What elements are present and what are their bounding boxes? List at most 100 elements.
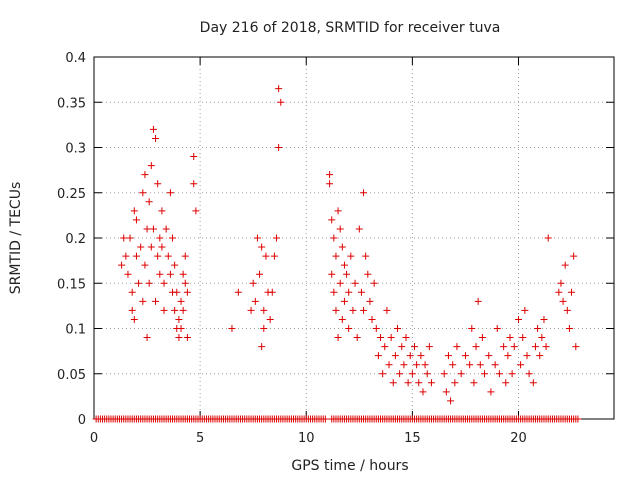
data-point <box>171 261 179 269</box>
data-point <box>173 288 181 296</box>
data-point <box>249 279 257 287</box>
data-point <box>260 306 268 314</box>
data-point <box>470 379 478 387</box>
data-point <box>345 288 353 296</box>
data-point <box>368 315 376 323</box>
data-point <box>124 270 132 278</box>
data-point <box>440 370 448 378</box>
data-point <box>338 243 346 251</box>
data-point <box>122 252 130 260</box>
data-point <box>326 171 334 179</box>
data-point <box>444 352 452 360</box>
data-point <box>451 379 459 387</box>
data-point <box>139 297 147 305</box>
y-tick-label: 0.25 <box>57 187 86 202</box>
data-point <box>262 252 270 260</box>
data-point <box>268 288 276 296</box>
data-point <box>360 306 368 314</box>
data-point <box>128 306 136 314</box>
data-point <box>258 243 266 251</box>
data-point <box>164 252 172 260</box>
data-point <box>260 325 268 332</box>
data-point <box>374 352 382 360</box>
data-point <box>158 207 166 215</box>
data-point <box>338 315 346 323</box>
data-point <box>508 370 516 378</box>
data-point <box>270 252 278 260</box>
data-point <box>179 306 187 314</box>
data-point <box>391 352 399 360</box>
data-point <box>495 370 503 378</box>
data-point <box>326 180 334 188</box>
y-tick-label: 0 <box>78 413 86 428</box>
data-point <box>557 279 565 287</box>
data-point <box>166 270 174 278</box>
data-point <box>343 270 351 278</box>
data-point <box>275 144 283 151</box>
data-point <box>336 225 344 233</box>
data-point <box>181 252 189 260</box>
data-point <box>570 252 578 260</box>
data-point <box>383 306 391 314</box>
data-point <box>275 85 283 93</box>
data-point <box>555 288 563 296</box>
data-point <box>423 370 431 378</box>
data-point <box>334 334 342 342</box>
data-point <box>130 315 138 323</box>
data-point <box>385 361 393 369</box>
data-point <box>330 234 338 242</box>
data-point <box>132 252 140 260</box>
y-tick-label: 0.4 <box>65 51 86 66</box>
data-point <box>561 261 569 269</box>
data-point <box>152 297 160 305</box>
data-point <box>247 306 255 314</box>
data-point <box>160 279 168 287</box>
data-point <box>381 343 389 351</box>
data-point <box>362 252 370 260</box>
data-point <box>510 343 518 351</box>
data-point <box>258 343 266 351</box>
data-point <box>468 325 476 332</box>
data-points <box>92 85 582 423</box>
data-point <box>141 171 149 179</box>
data-point <box>402 334 410 342</box>
data-point <box>491 361 499 369</box>
data-point <box>330 288 338 296</box>
data-point <box>421 361 429 369</box>
data-point <box>442 388 450 396</box>
data-point <box>540 315 548 323</box>
data-point <box>523 352 531 360</box>
data-point <box>349 306 357 314</box>
data-point <box>152 134 160 142</box>
data-point <box>410 343 418 351</box>
data-point <box>130 207 138 215</box>
data-point <box>149 225 157 233</box>
data-point <box>183 288 191 296</box>
data-point <box>396 370 404 378</box>
data-point <box>328 216 336 224</box>
data-point <box>143 225 151 233</box>
data-point <box>504 352 512 360</box>
data-point <box>166 189 174 197</box>
data-point <box>273 234 281 242</box>
data-point <box>427 379 435 387</box>
data-point <box>476 361 484 369</box>
data-point <box>139 189 147 197</box>
data-point <box>408 370 416 378</box>
data-point <box>149 125 157 133</box>
data-point <box>457 370 465 378</box>
y-tick-label: 0.05 <box>57 368 86 383</box>
data-point <box>336 279 344 287</box>
data-point <box>169 234 177 242</box>
data-point <box>353 334 361 342</box>
data-point <box>449 361 457 369</box>
data-point <box>177 325 185 332</box>
data-point <box>531 343 539 351</box>
data-point <box>253 234 261 242</box>
data-point <box>345 325 353 332</box>
data-point <box>415 379 423 387</box>
x-tick-label: 15 <box>404 431 421 446</box>
x-tick-label: 20 <box>510 431 527 446</box>
data-point <box>120 234 128 242</box>
